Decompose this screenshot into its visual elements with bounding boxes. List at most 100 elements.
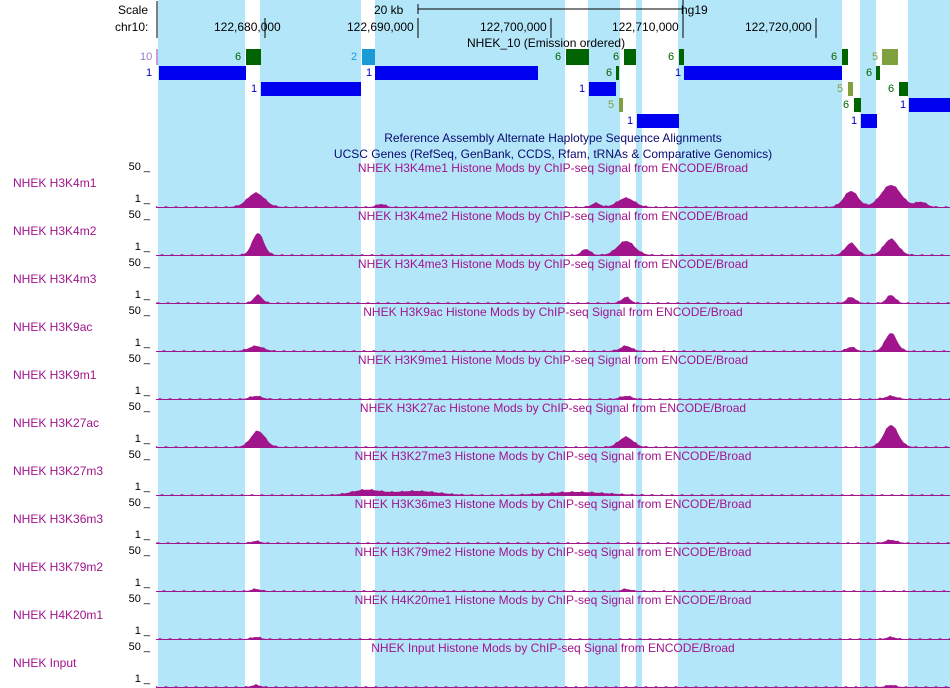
y-axis-min: 1 _ xyxy=(134,241,150,253)
hmm-block-label: 6 xyxy=(668,51,675,63)
y-axis-max: 50 _ xyxy=(128,497,150,509)
ruler-position: 122,700,000 xyxy=(480,20,547,34)
hmm-state-block xyxy=(566,49,589,65)
gene-label: 1 xyxy=(675,67,682,79)
y-axis-max: 50 _ xyxy=(128,545,150,557)
track-title: NHEK Input Histone Mods by ChIP-seq Sign… xyxy=(371,641,735,655)
y-axis-max: 50 _ xyxy=(128,353,150,365)
hmm-block-label: 6 xyxy=(235,51,242,63)
ruler-position: 122,710,000 xyxy=(612,20,679,34)
track-title: NHEK H3K9ac Histone Mods by ChIP-seq Sig… xyxy=(363,305,743,319)
y-axis-min: 1 _ xyxy=(134,193,150,205)
y-axis-max: 50 _ xyxy=(128,161,150,173)
track-label[interactable]: NHEK Input xyxy=(13,656,77,670)
hmm-block-label: 6 xyxy=(866,67,873,79)
signal-trace xyxy=(156,636,950,640)
track-label[interactable]: NHEK H3K27ac xyxy=(13,416,100,430)
highlight-band xyxy=(908,0,950,688)
highlight-band xyxy=(636,0,642,688)
scale-bar-label: 20 kb xyxy=(374,3,404,17)
highlight-band xyxy=(375,0,565,688)
ruler-position: 122,690,000 xyxy=(347,20,414,34)
track-title: NHEK H4K20me1 Histone Mods by ChIP-seq S… xyxy=(354,593,752,607)
track-title: NHEK H3K4me3 Histone Mods by ChIP-seq Si… xyxy=(357,257,749,271)
hmm-track-title: NHEK_10 (Emission ordered) xyxy=(467,36,626,50)
hmm-state-block xyxy=(842,49,848,65)
chrom-label: chr10: xyxy=(115,20,149,34)
y-axis-min: 1 _ xyxy=(134,577,150,589)
gene-feature[interactable] xyxy=(375,66,538,80)
y-axis-max: 50 _ xyxy=(128,257,150,269)
hmm-state-block xyxy=(854,98,861,112)
track-title-alt-haplotypes: Reference Assembly Alternate Haplotype S… xyxy=(384,131,722,145)
y-axis-min: 1 _ xyxy=(134,289,150,301)
hmm-state-block xyxy=(616,66,619,80)
y-axis-min: 1 _ xyxy=(134,481,150,493)
y-axis-min: 1 _ xyxy=(134,529,150,541)
gene-feature[interactable] xyxy=(684,66,842,80)
hmm-block-label: 5 xyxy=(837,83,844,95)
hmm-state-block xyxy=(156,49,158,65)
gene-label: 1 xyxy=(900,99,907,111)
track-title: NHEK H3K27me3 Histone Mods by ChIP-seq S… xyxy=(354,449,752,463)
track-title: NHEK H3K79me2 Histone Mods by ChIP-seq S… xyxy=(354,545,752,559)
y-axis-min: 1 _ xyxy=(134,337,150,349)
ruler-position: 122,680,000 xyxy=(214,20,281,34)
gene-label: 1 xyxy=(366,67,373,79)
signal-trace xyxy=(156,425,950,448)
signal-trace xyxy=(156,333,950,352)
scale-label: Scale xyxy=(118,3,149,17)
hmm-block-label: 6 xyxy=(888,83,895,95)
signal-trace xyxy=(156,684,950,688)
y-axis-min: 1 _ xyxy=(134,673,150,685)
gene-feature[interactable] xyxy=(637,114,679,128)
track-label[interactable]: NHEK H3K9m1 xyxy=(13,368,97,382)
track-data-area[interactable]: 20 kb hg19 122,680,000 122,690,000 122,7… xyxy=(156,0,950,688)
highlight-band xyxy=(588,0,620,688)
track-label[interactable]: NHEK H3K79m2 xyxy=(13,560,104,574)
gene-feature[interactable] xyxy=(909,98,950,112)
y-axis-max: 50 _ xyxy=(128,401,150,413)
gene-label: 1 xyxy=(146,67,153,79)
gene-label: 1 xyxy=(851,115,858,127)
track-title: NHEK H3K36me3 Histone Mods by ChIP-seq S… xyxy=(354,497,752,511)
hmm-state-block xyxy=(848,82,853,96)
gene-feature[interactable] xyxy=(159,66,246,80)
y-axis-max: 50 _ xyxy=(128,449,150,461)
gene-feature[interactable] xyxy=(589,82,616,96)
hmm-state-block xyxy=(876,66,880,80)
signal-tracks xyxy=(156,185,950,688)
signal-trace xyxy=(156,489,950,496)
signal-trace xyxy=(156,233,950,256)
ruler-position: 122,720,000 xyxy=(745,20,812,34)
signal-trace xyxy=(156,185,950,208)
track-label[interactable]: NHEK H4K20m1 xyxy=(13,608,104,622)
y-axis-min: 1 _ xyxy=(134,385,150,397)
signal-trace xyxy=(156,588,950,592)
y-axis-max: 50 _ xyxy=(128,593,150,605)
hmm-state-block xyxy=(899,82,908,96)
y-axis-min: 1 _ xyxy=(134,433,150,445)
track-label[interactable]: NHEK H3K36m3 xyxy=(13,512,104,526)
track-label[interactable]: NHEK H3K4m3 xyxy=(13,272,97,286)
track-title: NHEK H3K9me1 Histone Mods by ChIP-seq Si… xyxy=(357,353,749,367)
gene-feature[interactable] xyxy=(261,82,361,96)
highlight-band xyxy=(260,0,361,688)
track-label[interactable]: NHEK H3K9ac xyxy=(13,320,93,334)
track-label[interactable]: NHEK H3K4m2 xyxy=(13,224,97,238)
track-label[interactable]: NHEK H3K27m3 xyxy=(13,464,104,478)
track-label[interactable]: NHEK H3K4m1 xyxy=(13,176,97,190)
hmm-block-label: 5 xyxy=(872,51,879,63)
y-axis-max: 50 _ xyxy=(128,641,150,653)
gene-feature[interactable] xyxy=(861,114,877,128)
signal-trace xyxy=(156,294,950,304)
hmm-state-block xyxy=(362,49,375,65)
hmm-state-block xyxy=(619,98,623,112)
signal-trace xyxy=(156,539,950,544)
hmm-block-label: 6 xyxy=(831,51,838,63)
gene-label: 1 xyxy=(579,83,586,95)
highlight-band xyxy=(860,0,876,688)
hmm-state-block xyxy=(624,49,636,65)
y-axis-min: 1 _ xyxy=(134,625,150,637)
